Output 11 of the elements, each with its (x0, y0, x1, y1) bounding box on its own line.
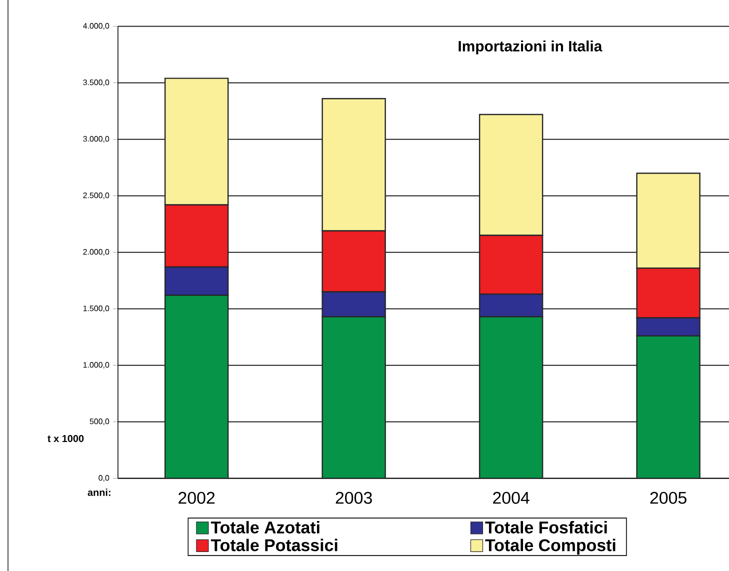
text: Importazioni in Italia (458, 40, 602, 54)
x-tick-label: 2003 (336, 492, 372, 504)
y-axis-title: t x 1000 (48, 435, 84, 442)
x-tick-label: 2005 (650, 492, 686, 504)
legend-label: Totale Potassici (210, 538, 338, 552)
x-tick-label: 2002 (178, 492, 215, 504)
legend-label: Totale Fosfatici (485, 521, 607, 534)
legend-label: Totale Azotati (210, 521, 320, 534)
legend-label: Totale Composti (485, 538, 616, 555)
text: anni: (88, 488, 110, 496)
x-tick-label: 2004 (493, 492, 530, 504)
